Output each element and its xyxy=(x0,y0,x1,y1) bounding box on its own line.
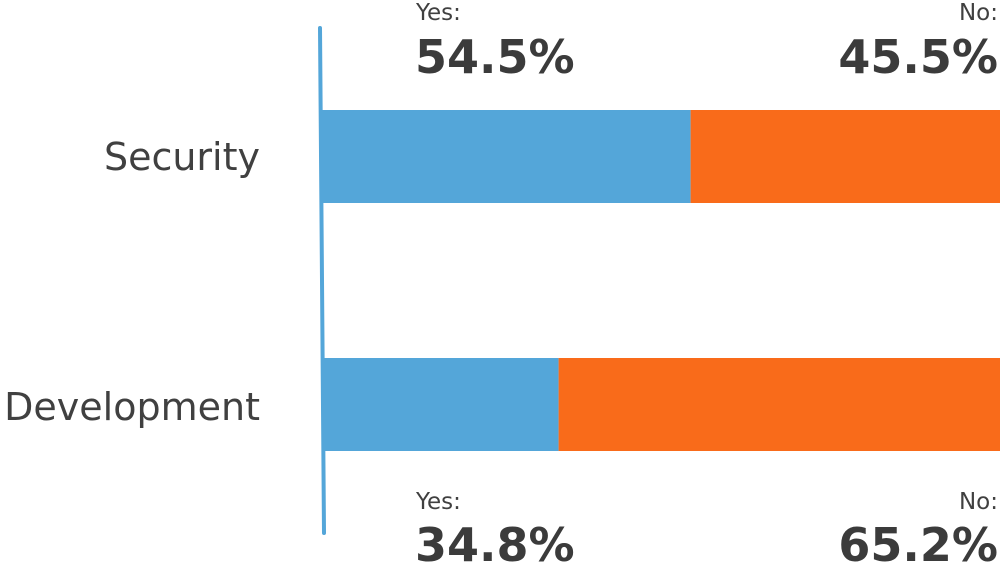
category-axis-line xyxy=(318,26,326,535)
bar-development-yes xyxy=(323,358,559,451)
no-label-development: No: xyxy=(959,489,998,515)
category-label-development: Development xyxy=(4,385,260,429)
yes-value-security: 54.5% xyxy=(415,30,575,84)
bar-development-no xyxy=(558,358,1000,451)
bar-security-no xyxy=(690,110,1000,203)
no-value-development: 65.2% xyxy=(838,518,998,563)
category-label-security: Security xyxy=(104,135,260,179)
yes-value-development: 34.8% xyxy=(415,518,575,563)
no-value-security: 45.5% xyxy=(838,30,998,84)
yes-label-development: Yes: xyxy=(415,489,461,515)
no-label-security: No: xyxy=(959,0,998,26)
bar-security-yes xyxy=(320,110,691,203)
yes-label-security: Yes: xyxy=(415,0,461,26)
